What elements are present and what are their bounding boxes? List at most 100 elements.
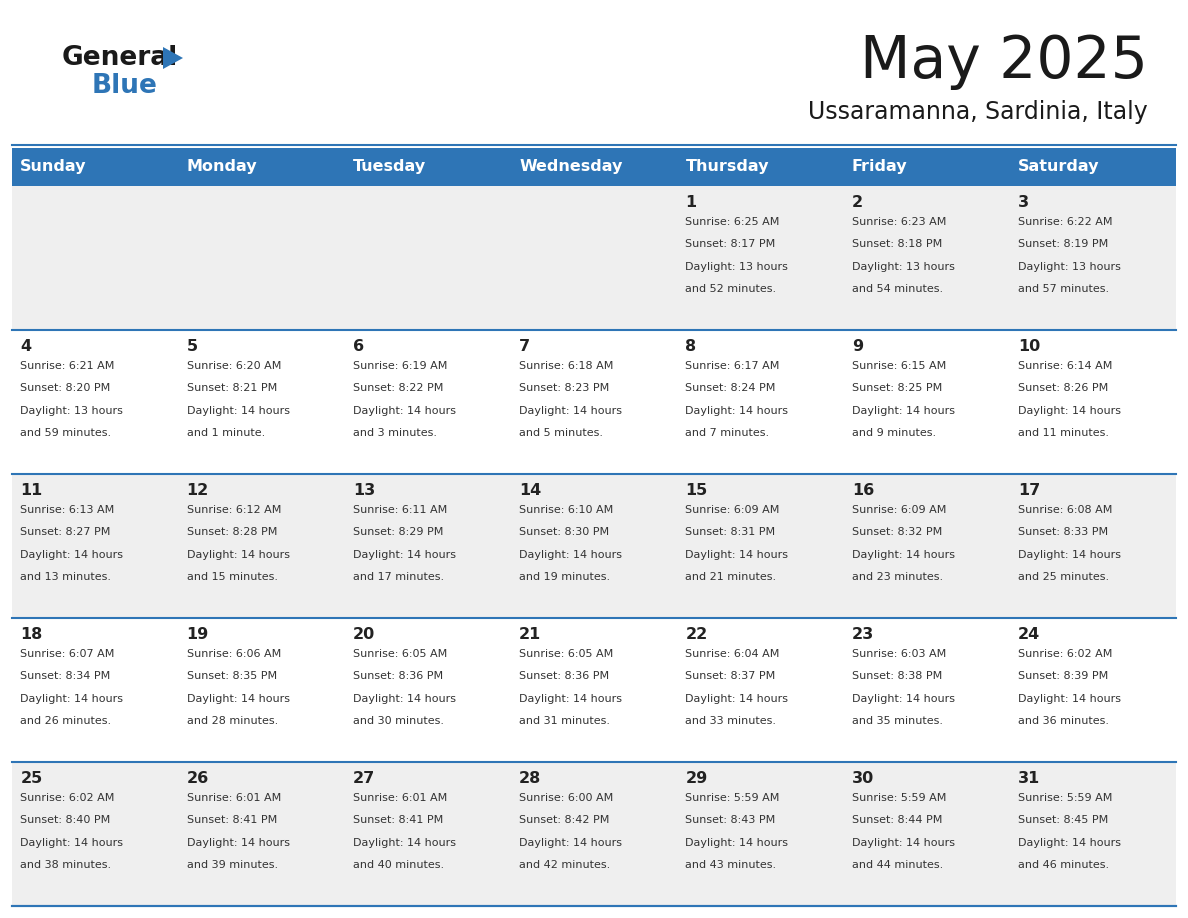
Text: and 19 minutes.: and 19 minutes. bbox=[519, 572, 611, 582]
Text: Sunset: 8:29 PM: Sunset: 8:29 PM bbox=[353, 527, 443, 537]
Text: Sunrise: 6:07 AM: Sunrise: 6:07 AM bbox=[20, 649, 115, 659]
Text: Daylight: 14 hours: Daylight: 14 hours bbox=[1018, 837, 1121, 847]
Text: Daylight: 14 hours: Daylight: 14 hours bbox=[685, 406, 789, 416]
Bar bbox=[511, 148, 677, 186]
Text: 11: 11 bbox=[20, 483, 43, 498]
Bar bbox=[511, 762, 677, 906]
Text: 22: 22 bbox=[685, 627, 708, 642]
Text: and 31 minutes.: and 31 minutes. bbox=[519, 716, 611, 726]
Text: 13: 13 bbox=[353, 483, 375, 498]
Text: Sunset: 8:41 PM: Sunset: 8:41 PM bbox=[187, 815, 277, 825]
Text: Sunset: 8:35 PM: Sunset: 8:35 PM bbox=[187, 671, 277, 681]
Bar bbox=[178, 148, 345, 186]
Text: 28: 28 bbox=[519, 770, 542, 786]
Text: and 13 minutes.: and 13 minutes. bbox=[20, 572, 112, 582]
Text: Daylight: 13 hours: Daylight: 13 hours bbox=[1018, 262, 1121, 272]
Text: Daylight: 14 hours: Daylight: 14 hours bbox=[20, 837, 124, 847]
Text: 18: 18 bbox=[20, 627, 43, 642]
Text: 27: 27 bbox=[353, 770, 375, 786]
Text: Sunset: 8:43 PM: Sunset: 8:43 PM bbox=[685, 815, 776, 825]
Bar bbox=[1010, 148, 1176, 186]
Text: Sunset: 8:31 PM: Sunset: 8:31 PM bbox=[685, 527, 776, 537]
Text: Sunrise: 6:14 AM: Sunrise: 6:14 AM bbox=[1018, 361, 1112, 371]
Text: Sunset: 8:23 PM: Sunset: 8:23 PM bbox=[519, 384, 609, 393]
Text: 16: 16 bbox=[852, 483, 874, 498]
Text: Sunset: 8:45 PM: Sunset: 8:45 PM bbox=[1018, 815, 1108, 825]
Text: Sunset: 8:19 PM: Sunset: 8:19 PM bbox=[1018, 240, 1108, 250]
Bar bbox=[12, 330, 178, 474]
Bar bbox=[345, 762, 511, 906]
Text: Sunset: 8:32 PM: Sunset: 8:32 PM bbox=[852, 527, 942, 537]
Bar bbox=[12, 148, 178, 186]
Bar bbox=[843, 474, 1010, 618]
Text: Daylight: 13 hours: Daylight: 13 hours bbox=[852, 262, 955, 272]
Text: Sunrise: 6:03 AM: Sunrise: 6:03 AM bbox=[852, 649, 946, 659]
Text: and 28 minutes.: and 28 minutes. bbox=[187, 716, 278, 726]
Text: and 46 minutes.: and 46 minutes. bbox=[1018, 860, 1110, 870]
Text: Daylight: 14 hours: Daylight: 14 hours bbox=[1018, 694, 1121, 703]
Text: 1: 1 bbox=[685, 195, 696, 209]
Text: Daylight: 14 hours: Daylight: 14 hours bbox=[685, 694, 789, 703]
Text: and 30 minutes.: and 30 minutes. bbox=[353, 716, 444, 726]
Text: Saturday: Saturday bbox=[1018, 160, 1100, 174]
Text: Daylight: 14 hours: Daylight: 14 hours bbox=[20, 694, 124, 703]
Text: 10: 10 bbox=[1018, 339, 1041, 353]
Text: 4: 4 bbox=[20, 339, 31, 353]
Text: Sunrise: 6:05 AM: Sunrise: 6:05 AM bbox=[353, 649, 447, 659]
Text: Sunset: 8:41 PM: Sunset: 8:41 PM bbox=[353, 815, 443, 825]
Text: and 7 minutes.: and 7 minutes. bbox=[685, 428, 770, 438]
Text: Daylight: 14 hours: Daylight: 14 hours bbox=[1018, 550, 1121, 560]
Bar bbox=[1010, 618, 1176, 762]
Text: and 21 minutes.: and 21 minutes. bbox=[685, 572, 777, 582]
Text: and 1 minute.: and 1 minute. bbox=[187, 428, 265, 438]
Text: Sunset: 8:20 PM: Sunset: 8:20 PM bbox=[20, 384, 110, 393]
Text: and 35 minutes.: and 35 minutes. bbox=[852, 716, 943, 726]
Text: Daylight: 14 hours: Daylight: 14 hours bbox=[519, 406, 623, 416]
Text: Sunset: 8:38 PM: Sunset: 8:38 PM bbox=[852, 671, 942, 681]
Text: 19: 19 bbox=[187, 627, 209, 642]
Bar bbox=[345, 330, 511, 474]
Text: Daylight: 14 hours: Daylight: 14 hours bbox=[187, 694, 290, 703]
Text: Sunrise: 5:59 AM: Sunrise: 5:59 AM bbox=[685, 793, 779, 803]
Text: Sunset: 8:22 PM: Sunset: 8:22 PM bbox=[353, 384, 443, 393]
Text: Daylight: 14 hours: Daylight: 14 hours bbox=[187, 406, 290, 416]
Text: Sunrise: 6:02 AM: Sunrise: 6:02 AM bbox=[20, 793, 115, 803]
Text: Sunset: 8:37 PM: Sunset: 8:37 PM bbox=[685, 671, 776, 681]
Text: and 54 minutes.: and 54 minutes. bbox=[852, 284, 943, 294]
Text: Sunrise: 6:05 AM: Sunrise: 6:05 AM bbox=[519, 649, 613, 659]
Text: Sunrise: 6:00 AM: Sunrise: 6:00 AM bbox=[519, 793, 613, 803]
Text: 23: 23 bbox=[852, 627, 874, 642]
Bar bbox=[843, 762, 1010, 906]
Text: Sunrise: 6:09 AM: Sunrise: 6:09 AM bbox=[685, 505, 779, 515]
Text: 7: 7 bbox=[519, 339, 530, 353]
Text: Daylight: 14 hours: Daylight: 14 hours bbox=[20, 550, 124, 560]
Text: Sunrise: 6:01 AM: Sunrise: 6:01 AM bbox=[187, 793, 280, 803]
Text: Sunset: 8:21 PM: Sunset: 8:21 PM bbox=[187, 384, 277, 393]
Text: and 3 minutes.: and 3 minutes. bbox=[353, 428, 437, 438]
Text: Wednesday: Wednesday bbox=[519, 160, 623, 174]
Text: Daylight: 14 hours: Daylight: 14 hours bbox=[1018, 406, 1121, 416]
Text: Sunrise: 6:13 AM: Sunrise: 6:13 AM bbox=[20, 505, 114, 515]
Bar bbox=[178, 474, 345, 618]
Text: 26: 26 bbox=[187, 770, 209, 786]
Text: Monday: Monday bbox=[187, 160, 258, 174]
Text: 8: 8 bbox=[685, 339, 696, 353]
Text: and 17 minutes.: and 17 minutes. bbox=[353, 572, 444, 582]
Text: and 57 minutes.: and 57 minutes. bbox=[1018, 284, 1110, 294]
Text: Sunset: 8:24 PM: Sunset: 8:24 PM bbox=[685, 384, 776, 393]
Text: Daylight: 14 hours: Daylight: 14 hours bbox=[685, 837, 789, 847]
Text: and 43 minutes.: and 43 minutes. bbox=[685, 860, 777, 870]
Text: Sunrise: 6:25 AM: Sunrise: 6:25 AM bbox=[685, 217, 779, 227]
Text: 21: 21 bbox=[519, 627, 542, 642]
Text: 12: 12 bbox=[187, 483, 209, 498]
Text: Sunrise: 6:06 AM: Sunrise: 6:06 AM bbox=[187, 649, 280, 659]
Bar bbox=[12, 618, 178, 762]
Text: Sunrise: 6:12 AM: Sunrise: 6:12 AM bbox=[187, 505, 282, 515]
Bar bbox=[178, 186, 345, 330]
Text: Sunset: 8:28 PM: Sunset: 8:28 PM bbox=[187, 527, 277, 537]
Text: Sunrise: 6:18 AM: Sunrise: 6:18 AM bbox=[519, 361, 613, 371]
Bar bbox=[345, 186, 511, 330]
Bar bbox=[843, 330, 1010, 474]
Text: and 5 minutes.: and 5 minutes. bbox=[519, 428, 604, 438]
Text: Sunrise: 6:10 AM: Sunrise: 6:10 AM bbox=[519, 505, 613, 515]
